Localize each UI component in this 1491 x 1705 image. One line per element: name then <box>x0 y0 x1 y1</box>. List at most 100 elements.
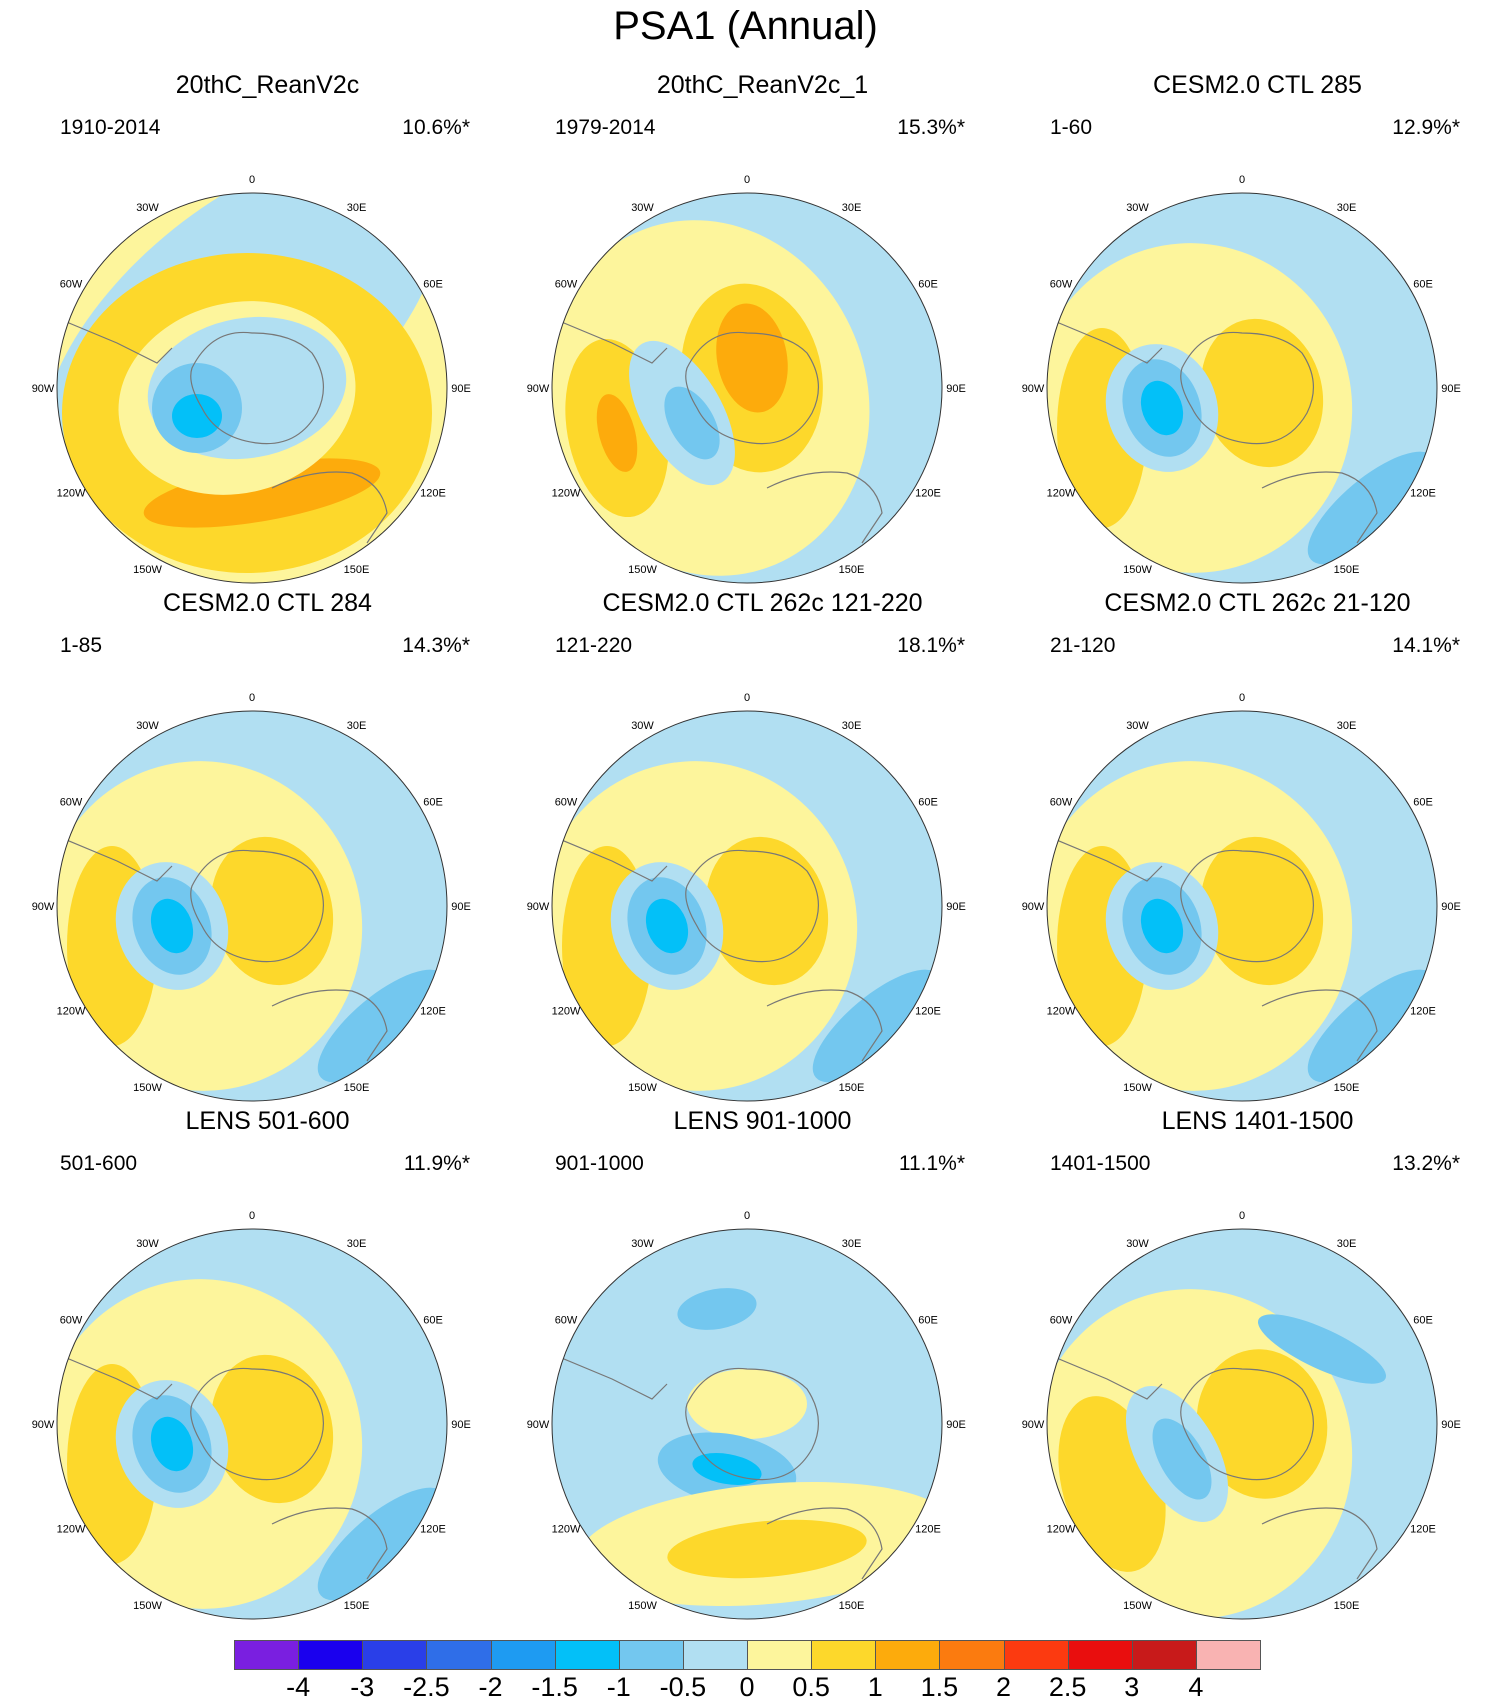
longitude-label: 120E <box>420 1524 446 1536</box>
map-panel: CESM2.0 CTL 285 1-60 12.9%* 0 30E 60E 90E 120E 1… <box>1010 70 1491 590</box>
colorbar-swatch <box>1003 1640 1069 1670</box>
polar-map: 030E60E90E120E150E180150W120W90W60W30W <box>1022 692 1461 1102</box>
explained-variance-label: 14.1%* <box>1392 634 1460 657</box>
panel-title: 20thC_ReanV2c <box>175 71 360 99</box>
coastline <box>1261 471 1378 544</box>
longitude-label: 30W <box>631 1238 654 1250</box>
figure-title: PSA1 (Annual) <box>613 4 878 48</box>
colorbar-tick-label: 4 <box>1188 1672 1204 1702</box>
longitude-label: 150E <box>839 564 865 576</box>
coastline <box>1180 849 1315 963</box>
longitude-label: 30E <box>842 720 862 732</box>
period-label: 501-600 <box>60 1152 138 1175</box>
coastline <box>190 849 325 963</box>
period-label: 21-120 <box>1050 634 1116 657</box>
contour-region <box>1196 1349 1328 1499</box>
map-boundary <box>1046 1228 1438 1620</box>
contour-region <box>1140 898 1184 954</box>
longitude-label: 120W <box>57 1524 86 1536</box>
longitude-label: 90W <box>32 383 55 395</box>
colorbar-swatch <box>426 1640 492 1670</box>
longitude-label: 0 <box>744 1210 750 1222</box>
explained-variance-label: 15.3%* <box>897 116 965 139</box>
polar-map: 030E60E90E120E150E180150W120W90W60W30W <box>32 174 471 584</box>
longitude-label: 150W <box>133 1082 162 1094</box>
colorbar-swatch <box>811 1640 877 1670</box>
panel-title: CESM2.0 CTL 285 <box>1153 71 1362 99</box>
longitude-label: 0 <box>1239 692 1245 704</box>
longitude-label: 120E <box>1410 1524 1436 1536</box>
longitude-label: 90E <box>1441 1419 1461 1431</box>
explained-variance-label: 10.6%* <box>402 116 470 139</box>
coastline <box>766 989 883 1062</box>
coastline <box>1047 835 1163 882</box>
longitude-label: 0 <box>249 1210 255 1222</box>
explained-variance-label: 14.3%* <box>402 634 470 657</box>
colorbar-swatch <box>618 1640 684 1670</box>
polar-map: 030E60E90E120E150E180150W120W90W60W30W <box>1022 1210 1461 1620</box>
polar-map: 030E60E90E120E150E180150W120W90W60W30W <box>32 692 471 1102</box>
map-panel: 20thC_ReanV2c 1910-2014 10.6%* 0 30E 60E 90E 12… <box>20 70 515 590</box>
map-boundary <box>1046 710 1438 1102</box>
colorbar-swatch <box>747 1640 813 1670</box>
longitude-label: 120E <box>420 1006 446 1018</box>
period-label: 1910-2014 <box>60 116 161 139</box>
contour-region <box>1307 451 1437 565</box>
contour-region <box>150 898 194 954</box>
colorbar-tick-label: 0 <box>739 1672 755 1702</box>
longitude-label: 150E <box>839 1082 865 1094</box>
longitude-label: 120W <box>552 1006 581 1018</box>
longitude-label: 90W <box>32 901 55 913</box>
contour-region <box>143 458 381 528</box>
longitude-label: 150W <box>628 564 657 576</box>
longitude-label: 30W <box>136 202 159 214</box>
coastline <box>685 1367 820 1481</box>
longitude-label: 60E <box>1413 1315 1433 1327</box>
coastline <box>552 317 668 364</box>
longitude-label: 150E <box>344 564 370 576</box>
longitude-label: 150E <box>1334 1082 1360 1094</box>
longitude-label: 90E <box>946 901 966 913</box>
longitude-label: 120E <box>915 1006 941 1018</box>
longitude-label: 60W <box>555 1315 578 1327</box>
colorbar-tick-label: -3 <box>350 1672 375 1702</box>
contour-region <box>677 1288 757 1330</box>
coastline <box>1047 317 1163 364</box>
colorbar-swatch <box>939 1640 1005 1670</box>
panel-title: 20thC_ReanV2c_1 <box>656 71 869 99</box>
map-panel: CESM2.0 CTL 262c 21-120 21-120 14.1%* 0 30E 6… <box>1010 588 1491 1108</box>
longitude-label: 30W <box>1126 1238 1149 1250</box>
longitude-label: 150E <box>344 1600 370 1612</box>
panel-title: LENS 1401-1500 <box>1161 1107 1354 1135</box>
period-label: 901-1000 <box>555 1152 644 1175</box>
longitude-label: 120W <box>1047 488 1076 500</box>
panel-title: LENS 901-1000 <box>673 1107 852 1135</box>
explained-variance-label: 13.2%* <box>1392 1152 1460 1175</box>
coastline <box>1261 989 1378 1062</box>
colorbar-tick-label: -1 <box>606 1672 631 1702</box>
longitude-label: 90W <box>1022 901 1045 913</box>
colorbar-tick-label: 2.5 <box>1048 1672 1087 1702</box>
longitude-label: 120W <box>552 488 581 500</box>
longitude-label: 120E <box>915 1524 941 1536</box>
coastline <box>271 989 388 1062</box>
longitude-label: 60W <box>1050 797 1073 809</box>
coastline <box>190 331 325 445</box>
panel-title: CESM2.0 CTL 262c 21-120 <box>1104 589 1411 617</box>
longitude-label: 120E <box>915 488 941 500</box>
longitude-label: 90E <box>451 1419 471 1431</box>
longitude-label: 30E <box>1337 202 1357 214</box>
longitude-label: 90W <box>1022 383 1045 395</box>
period-label: 1-85 <box>60 634 103 657</box>
contour-region <box>812 969 942 1083</box>
panel-title: LENS 501-600 <box>185 1107 350 1135</box>
longitude-label: 60W <box>555 797 578 809</box>
contour-region <box>664 386 720 460</box>
map-panel: CESM2.0 CTL 262c 121-220 121-220 18.1%* 0 30… <box>515 588 1010 1108</box>
longitude-label: 90E <box>451 383 471 395</box>
explained-variance-label: 11.1%* <box>898 1152 965 1175</box>
longitude-label: 60E <box>423 797 443 809</box>
contour-region <box>317 1487 447 1601</box>
longitude-label: 60E <box>918 797 938 809</box>
colorbar-swatch <box>1131 1640 1197 1670</box>
